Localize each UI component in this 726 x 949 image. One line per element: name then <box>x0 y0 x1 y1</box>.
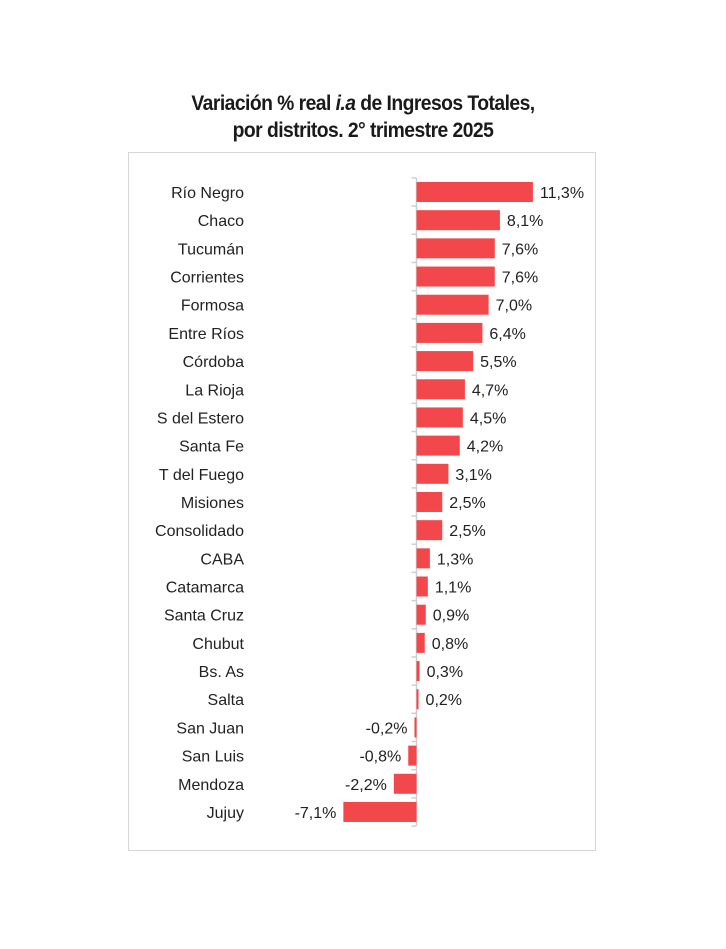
bar <box>416 576 428 597</box>
bar <box>408 745 417 766</box>
data-label: 0,9% <box>433 608 469 625</box>
category-label: Chaco <box>198 213 244 230</box>
category-label: Corrientes <box>170 270 244 287</box>
bar <box>416 435 460 456</box>
category-label: Entre Ríos <box>168 326 244 343</box>
bar <box>416 351 474 372</box>
data-label: -2,2% <box>345 777 387 794</box>
data-label: 6,4% <box>489 326 525 343</box>
category-label: Jujuy <box>207 805 244 822</box>
data-label: 7,0% <box>496 298 532 315</box>
category-label: Río Negro <box>171 185 244 202</box>
category-label: La Rioja <box>185 382 244 399</box>
bar <box>416 182 533 202</box>
data-label: 2,5% <box>449 495 485 512</box>
bar <box>416 520 443 541</box>
category-label: Misiones <box>181 495 244 512</box>
bar <box>416 548 430 569</box>
category-label: Mendoza <box>178 777 244 794</box>
data-label: 5,5% <box>480 354 516 371</box>
data-label: 11,3% <box>540 185 584 202</box>
bar <box>393 773 417 794</box>
category-label: Formosa <box>181 298 244 315</box>
bar <box>343 801 417 822</box>
bar <box>416 238 495 259</box>
data-label: 4,2% <box>467 439 503 456</box>
data-label: -0,8% <box>359 749 401 766</box>
title-part: de Ingresos Totales, <box>355 92 535 115</box>
title-italic: i.a <box>335 92 356 115</box>
category-label: Tucumán <box>178 241 244 258</box>
category-label: Córdoba <box>183 354 244 371</box>
category-label: S del Estero <box>157 410 244 427</box>
title-line2: por distritos. 2° trimestre 2025 <box>232 119 494 142</box>
data-label: 3,1% <box>455 467 491 484</box>
data-label: 0,3% <box>427 664 463 681</box>
bar <box>416 210 500 231</box>
bar <box>416 689 419 710</box>
data-label: 2,5% <box>449 523 485 540</box>
data-label: 7,6% <box>502 270 538 287</box>
chart-title: Variación % real i.a de Ingresos Totales… <box>29 90 697 144</box>
data-label: 0,2% <box>426 692 462 709</box>
category-label: Bs. As <box>199 664 244 681</box>
bar <box>414 717 417 738</box>
category-label: T del Fuego <box>159 467 244 484</box>
data-label: 1,3% <box>437 551 473 568</box>
bar <box>416 604 426 625</box>
chart-frame <box>128 152 596 851</box>
bar <box>416 661 420 682</box>
bar <box>416 322 483 343</box>
category-label: Santa Fe <box>179 439 244 456</box>
category-label: Santa Cruz <box>164 608 244 625</box>
category-label: Catamarca <box>166 580 244 597</box>
bar <box>416 491 443 512</box>
bar <box>416 266 495 287</box>
data-label: -0,2% <box>366 720 408 737</box>
data-label: 8,1% <box>507 213 543 230</box>
data-label: 4,5% <box>470 410 506 427</box>
category-label: Chubut <box>192 636 244 653</box>
data-label: -7,1% <box>295 805 337 822</box>
category-label: Salta <box>208 692 245 709</box>
category-label: San Luis <box>182 749 244 766</box>
category-label: San Juan <box>176 720 244 737</box>
data-label: 1,1% <box>435 580 471 597</box>
bar <box>416 379 465 400</box>
category-label: Consolidado <box>155 523 244 540</box>
bar <box>416 294 489 315</box>
category-label: CABA <box>200 551 244 568</box>
bar <box>416 407 463 428</box>
bar <box>416 463 449 484</box>
data-label: 7,6% <box>502 241 538 258</box>
data-label: 0,8% <box>432 636 468 653</box>
title-part: Variación % real <box>191 92 336 115</box>
data-label: 4,7% <box>472 382 508 399</box>
bar <box>416 632 425 653</box>
